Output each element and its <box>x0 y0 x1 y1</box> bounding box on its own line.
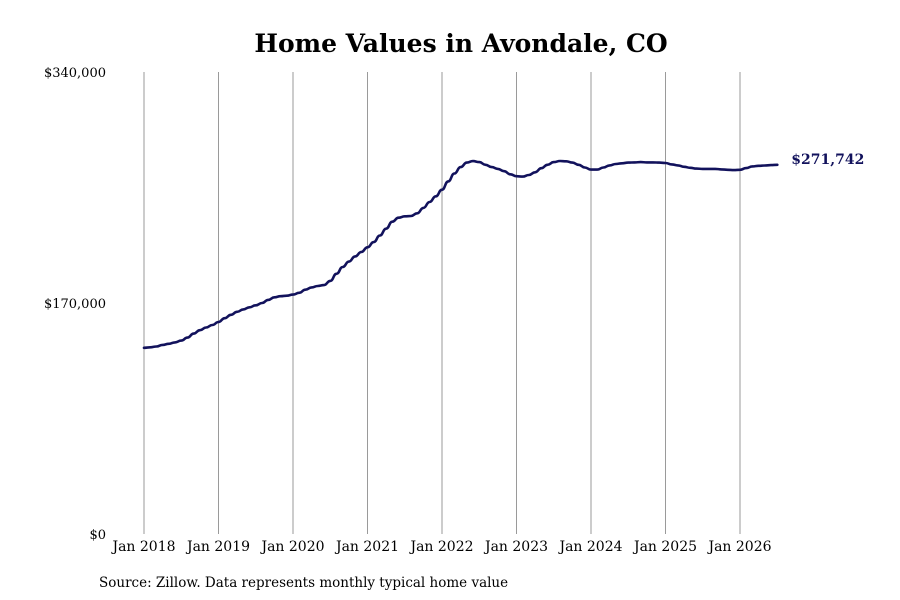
x-tick-label: Jan 2019 <box>185 539 250 555</box>
x-tick-label: Jan 2025 <box>632 539 697 555</box>
x-axis-tick-labels: Jan 2018 Jan 2019 Jan 2020 Jan 2021 Jan 2022… <box>110 539 771 555</box>
source-note: Source: Zillow. Data represents monthly … <box>99 575 508 591</box>
y-axis-tick-labels: $0 $170,000 $340,000 <box>44 66 106 543</box>
y-tick-label: $170,000 <box>44 297 106 312</box>
x-tick-label: Jan 2026 <box>706 539 771 555</box>
grid-lines <box>143 72 741 534</box>
x-tick-label: Jan 2021 <box>334 539 399 555</box>
end-value-label: $271,742 <box>791 152 864 168</box>
y-tick-label: $340,000 <box>44 66 106 81</box>
x-tick-label: Jan 2024 <box>557 539 622 555</box>
y-tick-label: $0 <box>89 528 106 543</box>
x-tick-label: Jan 2023 <box>483 539 548 555</box>
x-tick-label: Jan 2018 <box>110 539 175 555</box>
chart-title: Home Values in Avondale, CO <box>254 29 667 58</box>
x-tick-label: Jan 2020 <box>259 539 324 555</box>
series-line <box>142 159 779 350</box>
x-tick-label: Jan 2022 <box>408 539 473 555</box>
